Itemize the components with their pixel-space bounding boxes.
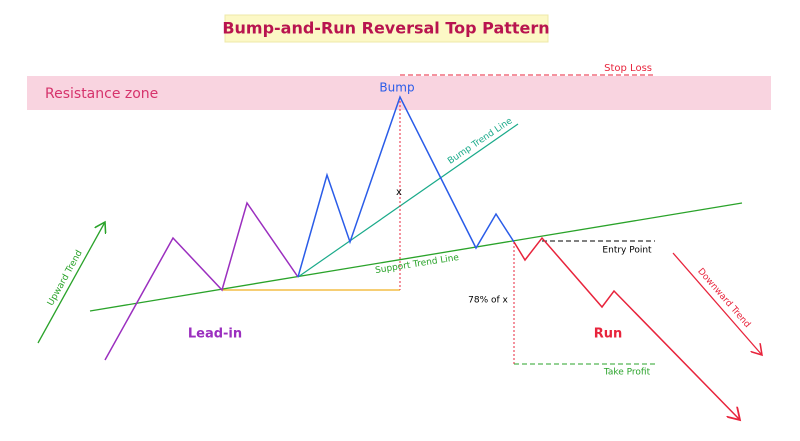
downward-arrow <box>672 252 762 355</box>
bump-trend-line <box>297 123 519 278</box>
lead-in-path <box>104 201 299 361</box>
ratio-label: 78% of x <box>468 296 508 306</box>
run-path <box>513 236 740 420</box>
upward-arrow <box>37 222 105 344</box>
title: Bump-and-Run Reversal Top Pattern <box>222 19 549 38</box>
run-label: Run <box>594 327 623 342</box>
resistance-zone <box>27 76 771 110</box>
resistance-label: Resistance zone <box>45 86 158 102</box>
take-profit-label: Take Profit <box>603 368 651 378</box>
stop-loss-label: Stop Loss <box>604 63 652 74</box>
downward-label: Downward Trend <box>695 267 752 330</box>
x-label: x <box>396 187 402 198</box>
bump-trend-label: Bump Trend Line <box>446 116 515 167</box>
lead-in-label: Lead-in <box>188 327 242 342</box>
bump-label: Bump <box>379 81 414 95</box>
entry-label: Entry Point <box>602 246 652 256</box>
bump-path <box>297 95 515 278</box>
upward-label: Upward Trend <box>46 249 85 308</box>
support-trend-line <box>89 202 743 312</box>
title-box <box>224 14 549 43</box>
